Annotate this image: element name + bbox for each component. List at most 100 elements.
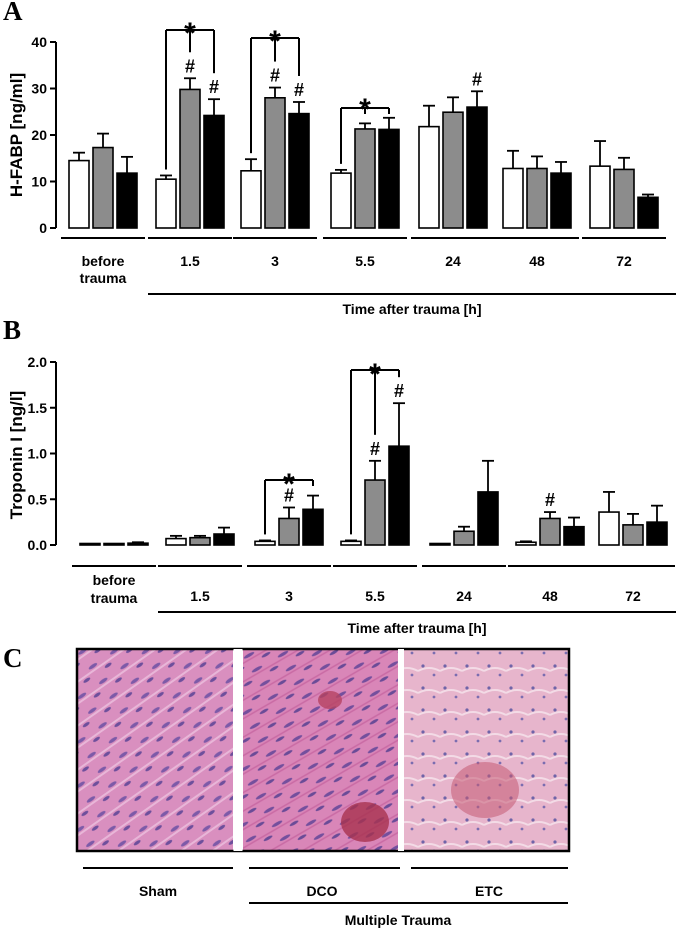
- significance-hash: #: [284, 485, 294, 505]
- x-axis-label: Time after trauma [h]: [343, 301, 482, 317]
- significance-hash: #: [209, 77, 219, 97]
- significance-star: *: [283, 468, 295, 501]
- category-label: 24: [456, 588, 472, 604]
- bar: [418, 125, 440, 229]
- histology-image-etc: [404, 649, 569, 851]
- bar: [502, 167, 524, 229]
- bar: [354, 128, 376, 229]
- bar: [330, 172, 352, 229]
- y-tick-label: 0.5: [28, 491, 48, 507]
- bar: [646, 521, 668, 546]
- bar: [622, 524, 644, 546]
- bar: [103, 542, 125, 546]
- category-label: 72: [625, 588, 641, 604]
- category-label: 72: [616, 253, 632, 269]
- bar: [466, 106, 488, 229]
- chart-h-fabp: 0 10 20 30 40 H-FABP [ng/ml] # # # # # * * * beforetra…: [7, 17, 676, 317]
- category-label: 5.5: [355, 253, 375, 269]
- bar: [453, 530, 475, 546]
- y-axis-label: Troponin I [ng/l]: [7, 391, 26, 519]
- vessel-spot: [318, 691, 342, 709]
- bar: [589, 165, 611, 229]
- bar: [213, 533, 235, 546]
- histology-frame: [75, 647, 571, 853]
- category-label: trauma: [91, 590, 138, 606]
- bar: [203, 114, 225, 229]
- bar: [563, 525, 585, 546]
- bar: [429, 542, 451, 546]
- significance-star: *: [269, 25, 281, 58]
- bar: [637, 196, 659, 229]
- hemorrhage-spot-etc: [451, 762, 519, 818]
- hemorrhage-spot: [341, 802, 389, 842]
- histology-panel: Sham DCO ETC Multiple Trauma: [75, 647, 571, 928]
- category-label: 3: [285, 588, 293, 604]
- bar: [278, 517, 300, 546]
- y-tick-label: 40: [31, 34, 47, 50]
- histology-label-sham: Sham: [139, 883, 177, 899]
- category-label: before: [82, 253, 125, 269]
- y-tick-label: 2.0: [28, 354, 48, 370]
- significance-hash: #: [370, 439, 380, 459]
- bar: [526, 167, 548, 229]
- significance-hash: #: [185, 56, 195, 76]
- bar: [155, 178, 177, 229]
- category-label: 48: [542, 588, 558, 604]
- category-label: 48: [529, 253, 545, 269]
- significance-hash: #: [394, 381, 404, 401]
- bar: [388, 445, 410, 546]
- significance-hash: #: [545, 490, 555, 510]
- y-axis-label: H-FABP [ng/ml]: [7, 73, 26, 197]
- bar: [302, 508, 324, 546]
- bar: [598, 511, 620, 546]
- significance-hash: #: [270, 66, 280, 86]
- histology-label-dco: DCO: [306, 883, 337, 899]
- category-label: 5.5: [365, 588, 385, 604]
- significance-star: *: [359, 93, 371, 126]
- category-label: 24: [445, 253, 461, 269]
- bar: [189, 536, 211, 546]
- bar: [613, 168, 635, 229]
- y-tick-label: 10: [31, 174, 47, 190]
- histology-label-etc: ETC: [475, 883, 503, 899]
- bar: [240, 170, 262, 229]
- bar: [378, 128, 400, 229]
- panel-label-c: C: [3, 643, 23, 673]
- bar: [165, 537, 187, 546]
- significance-hash: #: [472, 69, 482, 89]
- multiple-trauma-label: Multiple Trauma: [345, 912, 452, 928]
- x-axis-label: Time after trauma [h]: [348, 620, 487, 636]
- y-tick-label: 0.0: [28, 537, 48, 553]
- bar: [477, 491, 499, 546]
- bar: [364, 479, 386, 546]
- y-tick-label: 1.0: [28, 446, 48, 462]
- significance-star: *: [369, 358, 381, 391]
- bar: [550, 172, 572, 229]
- category-label: 3: [271, 253, 279, 269]
- category-label: before: [93, 572, 136, 588]
- bar: [127, 542, 149, 546]
- histology-image-sham: [77, 649, 233, 851]
- category-label: 1.5: [180, 253, 200, 269]
- bar: [79, 542, 101, 546]
- y-tick-label: 1.5: [28, 400, 48, 416]
- bar: [515, 541, 537, 546]
- bar: [264, 97, 286, 229]
- bar: [539, 517, 561, 546]
- bar: [92, 146, 114, 229]
- bar: [68, 159, 90, 229]
- panel-label-a: A: [3, 0, 23, 26]
- bar: [254, 540, 276, 546]
- y-tick-label: 20: [31, 127, 47, 143]
- category-label: 1.5: [190, 588, 210, 604]
- significance-star: *: [184, 17, 196, 50]
- bar: [288, 112, 310, 229]
- y-tick-label: 30: [31, 81, 47, 97]
- category-label: trauma: [80, 270, 127, 286]
- bar: [179, 88, 201, 229]
- panel-label-b: B: [3, 315, 21, 345]
- bar: [340, 540, 362, 546]
- y-tick-label: 0: [39, 220, 47, 236]
